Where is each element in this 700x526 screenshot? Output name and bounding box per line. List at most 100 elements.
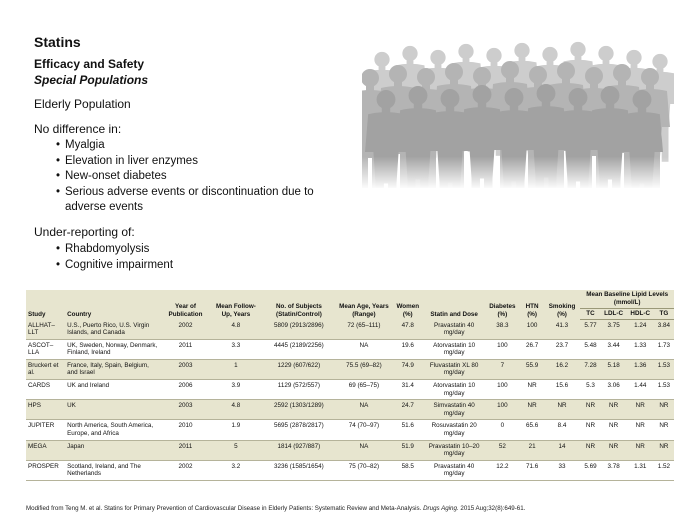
table-cell: 3.2 xyxy=(210,460,262,482)
table-cell: 100 xyxy=(520,319,544,340)
table-cell: NR xyxy=(626,440,654,461)
table-row: JUPITER North America, South America, Eur… xyxy=(26,419,674,441)
table-cell: 3.9 xyxy=(210,379,262,401)
header-year: Year of Publication xyxy=(160,290,211,320)
table-cell: NR xyxy=(580,419,601,441)
table-cell: 2002 xyxy=(160,460,211,482)
table-cell: 1.53 xyxy=(653,359,674,381)
table-cell: NR xyxy=(520,379,544,401)
table-cell: Atorvastatin 10 mg/day xyxy=(424,379,485,401)
table-cell: 5.3 xyxy=(580,379,601,401)
table-cell: MEGA xyxy=(26,440,66,461)
table-cell: 72 (65–111) xyxy=(336,319,392,340)
no-difference-heading: No difference in: xyxy=(34,122,122,136)
header-hdl: HDL-C xyxy=(626,308,654,320)
table-cell: 1.33 xyxy=(626,339,654,360)
table-cell: 2010 xyxy=(160,419,211,441)
header-age: Mean Age, Years (Range) xyxy=(336,290,392,320)
header-lipid-group: Mean Baseline Lipid Levels (mmol/L) xyxy=(580,290,674,309)
table-cell: 74.9 xyxy=(391,359,425,381)
table-cell: 0 xyxy=(484,419,521,441)
table-cell: PROSPER xyxy=(26,460,66,482)
header-diabetes: Diabetes (%) xyxy=(484,290,521,320)
table-cell: 2011 xyxy=(160,440,211,461)
table-cell: 21 xyxy=(520,440,544,461)
table-cell: NR xyxy=(626,419,654,441)
table-cell: 58.5 xyxy=(391,460,425,482)
table-row: PROSPER Scotland, Ireland, and The Nether… xyxy=(26,460,674,482)
no-difference-list: Myalgia Elevation in liver enzymes New-o… xyxy=(56,138,316,216)
header-study: Study xyxy=(26,290,66,320)
table-cell: France, Italy, Spain, Belgium, and Israe… xyxy=(65,359,161,381)
table-cell: NR xyxy=(626,399,654,421)
table-cell: 1 xyxy=(210,359,262,381)
table-cell: 5.48 xyxy=(580,339,601,360)
list-item: Cognitive impairment xyxy=(56,257,173,273)
subtitle-efficacy: Efficacy and Safety xyxy=(34,57,145,71)
table-cell: 2006 xyxy=(160,379,211,401)
list-item: Rhabdomyolysis xyxy=(56,241,173,257)
table-cell: NR xyxy=(580,440,601,461)
table-cell: Scotland, Ireland, and The Netherlands xyxy=(65,460,161,482)
table-cell: 1.53 xyxy=(653,379,674,401)
table-cell: 2592 (1303/1289) xyxy=(261,399,337,421)
table-cell: ALLHAT–LLT xyxy=(26,319,66,340)
table-cell: 8.4 xyxy=(543,419,581,441)
table-cell: 75.5 (69–82) xyxy=(336,359,392,381)
table-cell: Fluvastatin XL 80 mg/day xyxy=(424,359,485,381)
table-cell: 19.6 xyxy=(391,339,425,360)
table-cell: 4445 (2189/2256) xyxy=(261,339,337,360)
header-ldl: LDL-C xyxy=(600,308,627,320)
table-cell: 3236 (1585/1654) xyxy=(261,460,337,482)
table-cell: 26.7 xyxy=(520,339,544,360)
table-row: ASCOT–LLA UK, Sweden, Norway, Denmark, Fi… xyxy=(26,339,674,360)
table-cell: 24.7 xyxy=(391,399,425,421)
table-cell: 1.24 xyxy=(626,319,654,340)
table-cell: HPS xyxy=(26,399,66,421)
table-cell: Japan xyxy=(65,440,161,461)
table-cell: 14 xyxy=(543,440,581,461)
table-cell: 1814 (927/887) xyxy=(261,440,337,461)
table-cell: 1229 (607/622) xyxy=(261,359,337,381)
table-cell: 15.6 xyxy=(543,379,581,401)
table-cell: 75 (70–82) xyxy=(336,460,392,482)
table-cell: UK, Sweden, Norway, Denmark, Finland, Ir… xyxy=(65,339,161,360)
table-cell: 52 xyxy=(484,440,521,461)
table-cell: 16.2 xyxy=(543,359,581,381)
table-cell: ASCOT–LLA xyxy=(26,339,66,360)
list-item: New-onset diabetes xyxy=(56,169,316,185)
table-cell: 3.44 xyxy=(600,339,627,360)
source-journal: Drugs Aging. xyxy=(423,505,459,512)
header-htn: HTN (%) xyxy=(520,290,544,320)
table-cell: 2003 xyxy=(160,399,211,421)
table-cell: U.S., Puerto Rico, U.S. Virgin Islands, … xyxy=(65,319,161,340)
table-cell: Simvastatin 40 mg/day xyxy=(424,399,485,421)
table-cell: 1.73 xyxy=(653,339,674,360)
table-cell: 51.9 xyxy=(391,440,425,461)
table-cell: 65.6 xyxy=(520,419,544,441)
table-cell: 38.3 xyxy=(484,319,521,340)
table-cell: NR xyxy=(520,399,544,421)
table-row: CARDS UK and Ireland 2006 3.9 1129 (572/557)… xyxy=(26,379,674,401)
table-cell: 1.36 xyxy=(626,359,654,381)
table-cell: North America, South America, Europe, an… xyxy=(65,419,161,441)
table-cell: 3.78 xyxy=(600,460,627,482)
under-reporting-list: Rhabdomyolysis Cognitive impairment xyxy=(56,241,173,273)
table-cell: NA xyxy=(336,339,392,360)
header-tc: TC xyxy=(580,308,601,320)
table-cell: 3.75 xyxy=(600,319,627,340)
table-cell: 3.84 xyxy=(653,319,674,340)
table-cell: 5695 (2878/2817) xyxy=(261,419,337,441)
header-followup: Mean Follow-Up, Years xyxy=(210,290,262,320)
under-reporting-heading: Under-reporting of: xyxy=(34,225,135,239)
table-cell: Atorvastatin 10 mg/day xyxy=(424,339,485,360)
table-cell: 23.7 xyxy=(543,339,581,360)
header-women: Women (%) xyxy=(391,290,425,320)
table-cell: 100 xyxy=(484,379,521,401)
table-cell: 7.28 xyxy=(580,359,601,381)
table-cell: 71.6 xyxy=(520,460,544,482)
table-cell: 4.8 xyxy=(210,319,262,340)
header-statin: Statin and Dose xyxy=(424,290,485,320)
table-cell: 7 xyxy=(484,359,521,381)
table-cell: NA xyxy=(336,399,392,421)
